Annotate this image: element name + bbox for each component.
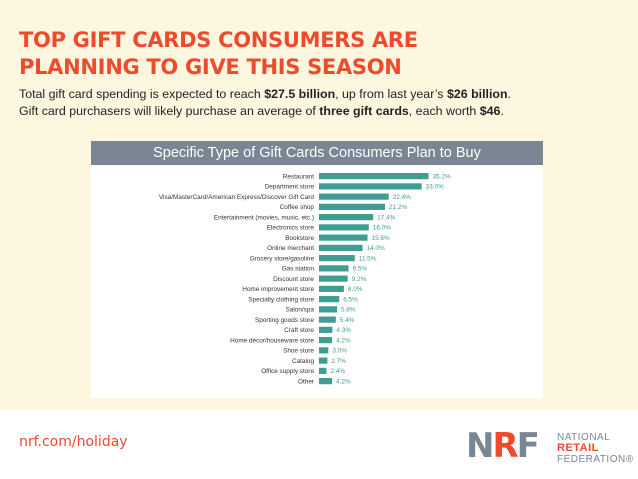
value-label-home-improvement-store: 8.0% (348, 286, 363, 293)
bar-entertainment-movies-music-etc (319, 214, 374, 221)
chart-panel: Specific Type of Gift Cards Consumers Pl… (91, 141, 543, 398)
category-label-office-supply-store: Office supply store (261, 368, 314, 375)
bar-chart: Restaurant 35.2% Department store 33.0% Visa… (159, 173, 451, 385)
category-label-discount-store: Discount store (273, 276, 314, 283)
category-label-home-improvement-store: Home improvement store (242, 286, 314, 293)
value-label-department-store: 33.0% (426, 184, 444, 191)
value-label-bookstore: 15.6% (372, 235, 390, 242)
category-label-grocery-store-gasoline: Grocery store/gasoline (250, 255, 315, 262)
category-label-bookstore: Bookstore (285, 235, 314, 242)
nrf-logo: NRF NATIONAL RETAIL FEDERATION® (466, 426, 633, 467)
bar-bookstore (319, 234, 368, 241)
value-label-online-merchant: 14.0% (367, 245, 385, 252)
subtitle: Total gift card spending is expected to … (19, 86, 629, 120)
category-label-craft-store: Craft store (284, 327, 314, 334)
last-year-spending: $26 billion (446, 87, 508, 101)
bar-home-d-cor-houseware-store (319, 337, 333, 344)
value-label-discount-store: 9.2% (352, 276, 367, 283)
nrf-logo-mark: NRF (466, 426, 540, 466)
bar-coffee-shop (319, 203, 385, 210)
total-spending: $27.5 billion (264, 87, 336, 101)
value-label-shoe-store: 3.0% (332, 348, 347, 355)
bar-restaurant (319, 173, 429, 180)
category-label-shoe-store: Shoe store (283, 348, 314, 355)
bar-visa-mastercard-american-express-discover-gift-card (319, 193, 389, 200)
category-label-electronics-store: Electronics store (267, 225, 315, 232)
value-label-visa-mastercard-american-express-discover-gift-card: 22.4% (393, 194, 411, 201)
nrf-logo-text: NATIONAL RETAIL FEDERATION® (557, 432, 634, 465)
value-label-specialty-clothing-store: 6.5% (343, 296, 358, 303)
bar-other (319, 378, 333, 385)
value-label-sporting-goods-store: 5.4% (340, 317, 355, 324)
category-label-home-d-cor-houseware-store: Home décor/houseware store (230, 337, 314, 344)
value-label-other: 4.2% (336, 378, 351, 385)
title-line-2: PLANNING TO GIVE THIS SEASON (19, 55, 402, 79)
title-line-1: TOP GIFT CARDS CONSUMERS ARE (19, 28, 418, 52)
category-label-specialty-clothing-store: Specialty clothing store (248, 296, 314, 303)
bar-catalog (319, 357, 328, 364)
bar-department-store (319, 183, 422, 190)
value-label-office-supply-store: 2.4% (330, 368, 345, 375)
chart-title: Specific Type of Gift Cards Consumers Pl… (91, 141, 543, 165)
bar-office-supply-store (319, 367, 327, 374)
category-label-entertainment-movies-music-etc: Entertainment (movies, music, etc.) (214, 214, 314, 221)
category-label-sporting-goods-store: Sporting goods store (255, 317, 314, 324)
value-label-home-d-cor-houseware-store: 4.2% (336, 337, 351, 344)
subtitle-line-1: Total gift card spending is expected to … (19, 87, 511, 101)
average-card-count: three gift cards (319, 104, 409, 118)
average-card-value: $46 (479, 104, 501, 118)
category-label-coffee-shop: Coffee shop (280, 204, 315, 211)
bar-electronics-store (319, 224, 369, 231)
footer-link[interactable]: nrf.com/holiday (19, 434, 128, 450)
bar-salon-spa (319, 306, 338, 313)
bar-sporting-goods-store (319, 316, 336, 323)
bar-online-merchant (319, 244, 363, 251)
value-label-craft-store: 4.3% (336, 327, 351, 334)
category-label-salon-spa: Salon/spa (286, 307, 315, 314)
value-label-coffee-shop: 21.2% (389, 204, 407, 211)
category-label-restaurant: Restaurant (283, 173, 314, 180)
value-label-entertainment-movies-music-etc: 17.4% (377, 214, 395, 221)
bar-grocery-store-gasoline (319, 255, 355, 262)
value-label-grocery-store-gasoline: 11.5% (359, 255, 377, 262)
category-label-online-merchant: Online merchant (267, 245, 314, 252)
bar-specialty-clothing-store (319, 296, 340, 303)
bar-discount-store (319, 275, 348, 282)
subtitle-line-2: Gift card purchasers will likely purchas… (19, 104, 504, 118)
value-label-restaurant: 35.2% (433, 173, 451, 180)
value-label-salon-spa: 5.8% (341, 307, 356, 314)
category-label-department-store: Department store (265, 184, 315, 191)
bar-shoe-store (319, 347, 329, 354)
page-title: TOP GIFT CARDS CONSUMERS ARE PLANNING TO… (19, 27, 579, 81)
bar-home-improvement-store (319, 285, 344, 292)
value-label-electronics-store: 16.0% (373, 225, 391, 232)
category-label-catalog: Catalog (292, 358, 314, 365)
category-label-visa-mastercard-american-express-discover-gift-card: Visa/MasterCard/American Express/Discove… (159, 194, 315, 201)
category-label-gas-station: Gas station (282, 266, 315, 273)
value-label-catalog: 2.7% (331, 358, 346, 365)
category-label-other: Other (298, 378, 315, 385)
bar-craft-store (319, 326, 333, 333)
bar-gas-station (319, 265, 349, 272)
value-label-gas-station: 9.5% (353, 266, 368, 273)
footer: nrf.com/holiday NRF NATIONAL RETAIL FEDE… (0, 410, 638, 479)
